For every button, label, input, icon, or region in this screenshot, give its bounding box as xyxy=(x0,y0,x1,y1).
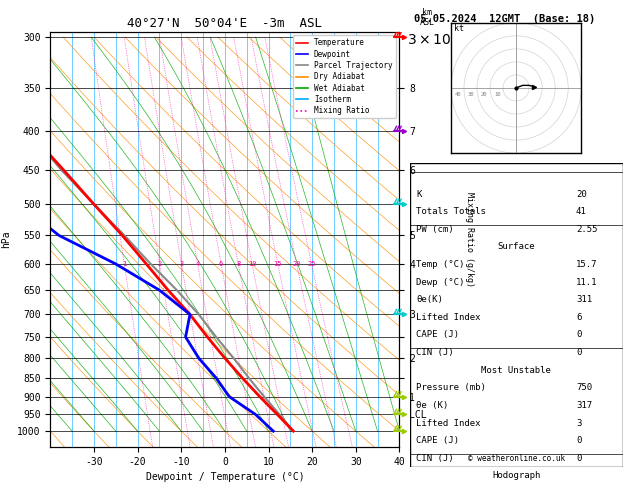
Text: kt: kt xyxy=(454,24,464,33)
Text: 25: 25 xyxy=(308,261,316,267)
Text: 41: 41 xyxy=(576,207,587,216)
Text: Dewp (°C): Dewp (°C) xyxy=(416,278,465,287)
Title: 40°27'N  50°04'E  -3m  ASL: 40°27'N 50°04'E -3m ASL xyxy=(127,17,323,31)
Text: 317: 317 xyxy=(576,401,592,410)
Legend: Temperature, Dewpoint, Parcel Trajectory, Dry Adiabat, Wet Adiabat, Isotherm, Mi: Temperature, Dewpoint, Parcel Trajectory… xyxy=(293,35,396,118)
Text: CIN (J): CIN (J) xyxy=(416,454,454,463)
Text: CAPE (J): CAPE (J) xyxy=(416,330,460,340)
Text: 15: 15 xyxy=(274,261,282,267)
Text: 1: 1 xyxy=(122,261,126,267)
Text: 20: 20 xyxy=(481,92,487,97)
Text: 11.1: 11.1 xyxy=(576,278,598,287)
Text: Temp (°C): Temp (°C) xyxy=(416,260,465,269)
Text: PW (cm): PW (cm) xyxy=(416,225,454,234)
Text: θe (K): θe (K) xyxy=(416,401,448,410)
Text: 10: 10 xyxy=(248,261,256,267)
Text: 0: 0 xyxy=(576,454,581,463)
Text: 3: 3 xyxy=(179,261,184,267)
Text: 2: 2 xyxy=(157,261,162,267)
Text: © weatheronline.co.uk: © weatheronline.co.uk xyxy=(468,454,565,463)
Text: 8: 8 xyxy=(236,261,240,267)
Text: 05.05.2024  12GMT  (Base: 18): 05.05.2024 12GMT (Base: 18) xyxy=(414,14,595,24)
Text: Lifted Index: Lifted Index xyxy=(416,313,481,322)
Text: Most Unstable: Most Unstable xyxy=(481,366,552,375)
Text: 3: 3 xyxy=(576,418,581,428)
Text: Pressure (mb): Pressure (mb) xyxy=(416,383,486,392)
Text: 40: 40 xyxy=(455,92,462,97)
Text: 6: 6 xyxy=(219,261,223,267)
Text: 30: 30 xyxy=(468,92,474,97)
Text: Lifted Index: Lifted Index xyxy=(416,418,481,428)
Text: 20: 20 xyxy=(576,190,587,199)
Text: Hodograph: Hodograph xyxy=(493,471,540,481)
Text: km
ASL: km ASL xyxy=(420,8,435,27)
Text: 6: 6 xyxy=(576,313,581,322)
Text: 15.7: 15.7 xyxy=(576,260,598,269)
Text: 20: 20 xyxy=(292,261,301,267)
Text: K: K xyxy=(416,190,422,199)
Y-axis label: hPa: hPa xyxy=(1,230,11,248)
Text: CIN (J): CIN (J) xyxy=(416,348,454,357)
Text: 311: 311 xyxy=(576,295,592,304)
X-axis label: Dewpoint / Temperature (°C): Dewpoint / Temperature (°C) xyxy=(145,472,304,483)
Text: 750: 750 xyxy=(576,383,592,392)
Text: CAPE (J): CAPE (J) xyxy=(416,436,460,445)
Text: 0: 0 xyxy=(576,348,581,357)
Text: 4: 4 xyxy=(196,261,199,267)
Text: 0: 0 xyxy=(576,436,581,445)
Text: 10: 10 xyxy=(494,92,501,97)
Text: Totals Totals: Totals Totals xyxy=(416,207,486,216)
Text: 0: 0 xyxy=(576,330,581,340)
Y-axis label: Mixing Ratio (g/kg): Mixing Ratio (g/kg) xyxy=(465,192,474,287)
Text: Surface: Surface xyxy=(498,243,535,251)
Text: 2.55: 2.55 xyxy=(576,225,598,234)
Text: θe(K): θe(K) xyxy=(416,295,443,304)
